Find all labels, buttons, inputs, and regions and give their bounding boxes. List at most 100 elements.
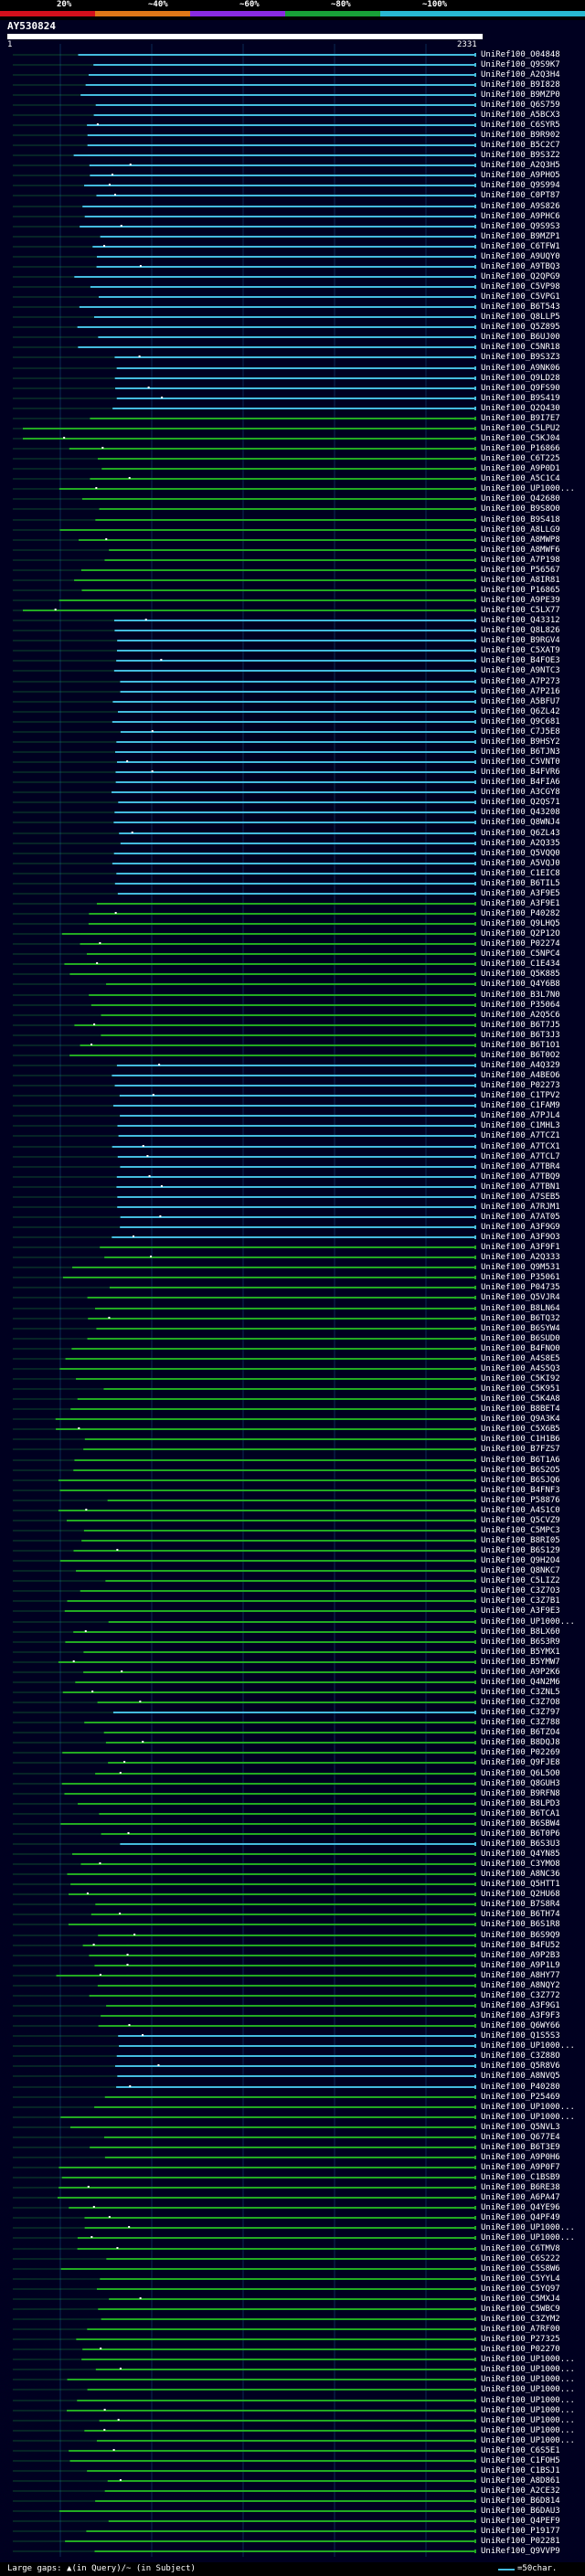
hit-bar[interactable] [87, 2389, 476, 2390]
hit-label[interactable]: UniRef100_A2CE32 [481, 2486, 560, 2496]
hit-bar[interactable] [94, 2550, 475, 2552]
hit-bar[interactable] [99, 296, 476, 298]
hit-label[interactable]: UniRef100_B6TIL5 [481, 879, 560, 888]
hit-label[interactable]: UniRef100_B9MZP1 [481, 232, 560, 241]
hit-bar[interactable] [69, 2207, 475, 2209]
hit-bar[interactable] [78, 1803, 475, 1805]
hit-label[interactable]: UniRef100_Q9VVP9 [481, 2547, 560, 2556]
hit-bar[interactable] [99, 508, 476, 510]
hit-label[interactable]: UniRef100_B5YMW7 [481, 1658, 560, 1667]
hit-label[interactable]: UniRef100_Q8NKC7 [481, 1566, 560, 1575]
hit-bar[interactable] [100, 2278, 475, 2280]
hit-bar[interactable] [56, 1428, 476, 1430]
hit-label[interactable]: UniRef100_A7TBN1 [481, 1182, 560, 1192]
hit-label[interactable]: UniRef100_Q5CVZ9 [481, 1516, 560, 1525]
hit-bar[interactable] [114, 377, 475, 379]
hit-label[interactable]: UniRef100_B8RI05 [481, 1536, 560, 1545]
hit-label[interactable]: UniRef100_Q8L826 [481, 626, 560, 635]
hit-bar[interactable] [86, 2530, 476, 2532]
hit-label[interactable]: UniRef100_A3F9E1 [481, 899, 560, 908]
hit-bar[interactable] [76, 1378, 475, 1380]
hit-bar[interactable] [108, 1762, 476, 1764]
hit-label[interactable]: UniRef100_UP1000... [481, 2385, 575, 2394]
hit-label[interactable]: UniRef100_B9S419 [481, 394, 560, 403]
hit-bar[interactable] [77, 1398, 475, 1400]
hit-bar[interactable] [113, 620, 475, 621]
hit-label[interactable]: UniRef100_UP1000... [481, 2436, 575, 2445]
hit-bar[interactable] [57, 2197, 476, 2199]
hit-label[interactable]: UniRef100_Q5HTT1 [481, 1880, 560, 1889]
hit-label[interactable]: UniRef100_C5NR18 [481, 343, 560, 352]
hit-bar[interactable] [109, 549, 475, 551]
hit-bar[interactable] [89, 994, 476, 996]
hit-bar[interactable] [64, 963, 475, 965]
hit-bar[interactable] [112, 1075, 475, 1076]
hit-label[interactable]: UniRef100_C5K951 [481, 1384, 560, 1394]
hit-label[interactable]: UniRef100_B9S418 [481, 515, 560, 525]
hit-bar[interactable] [61, 933, 475, 935]
hit-bar[interactable] [90, 1004, 476, 1006]
hit-bar[interactable] [119, 2045, 475, 2047]
hit-label[interactable]: UniRef100_B6S2O5 [481, 1466, 560, 1475]
hit-label[interactable]: UniRef100_A9P2K6 [481, 1668, 560, 1677]
hit-label[interactable]: UniRef100_A7TBR4 [481, 1162, 560, 1171]
hit-bar[interactable] [56, 1975, 476, 1977]
hit-label[interactable]: UniRef100_C5X6B5 [481, 1425, 560, 1434]
hit-label[interactable]: UniRef100_B6S3R9 [481, 1638, 560, 1647]
hit-label[interactable]: UniRef100_Q8LLP5 [481, 313, 560, 322]
hit-bar[interactable] [120, 1166, 475, 1168]
hit-label[interactable]: UniRef100_Q8GUH3 [481, 1779, 560, 1788]
hit-label[interactable]: UniRef100_B6DAU3 [481, 2507, 560, 2516]
hit-label[interactable]: UniRef100_Q5Z895 [481, 323, 560, 332]
hit-label[interactable]: UniRef100_B8LPD3 [481, 1799, 560, 1808]
hit-label[interactable]: UniRef100_UP1000... [481, 2396, 575, 2405]
hit-label[interactable]: UniRef100_Q43208 [481, 808, 560, 817]
hit-bar[interactable] [76, 1570, 475, 1572]
hit-label[interactable]: UniRef100_C3ZNL5 [481, 1688, 560, 1697]
hit-bar[interactable] [120, 681, 476, 683]
hit-bar[interactable] [114, 630, 475, 631]
hit-label[interactable]: UniRef100_A7P216 [481, 687, 560, 696]
hit-bar[interactable] [98, 2308, 475, 2310]
hit-label[interactable]: UniRef100_C5VP98 [481, 282, 560, 292]
hit-bar[interactable] [74, 1459, 475, 1461]
hit-label[interactable]: UniRef100_C3Z7O3 [481, 1586, 560, 1595]
hit-label[interactable]: UniRef100_B6UJ00 [481, 333, 560, 342]
hit-label[interactable]: UniRef100_UP1000... [481, 484, 575, 493]
hit-bar[interactable] [93, 316, 475, 318]
hit-bar[interactable] [89, 164, 475, 166]
hit-label[interactable]: UniRef100_Q6S759 [481, 101, 560, 110]
hit-label[interactable]: UniRef100_B6TCA1 [481, 1809, 560, 1818]
hit-bar[interactable] [89, 913, 475, 915]
hit-label[interactable]: UniRef100_B6T0P6 [481, 1829, 560, 1839]
hit-label[interactable]: UniRef100_Q9FS90 [481, 384, 560, 393]
hit-label[interactable]: UniRef100_A9PHC6 [481, 212, 560, 221]
hit-bar[interactable] [87, 2470, 476, 2472]
hit-label[interactable]: UniRef100_Q5R8V6 [481, 2062, 560, 2071]
hit-label[interactable]: UniRef100_B7FZS7 [481, 1445, 560, 1454]
hit-bar[interactable] [106, 2005, 475, 2007]
hit-bar[interactable] [114, 1085, 476, 1087]
hit-bar[interactable] [113, 853, 476, 854]
hit-label[interactable]: UniRef100_P02274 [481, 939, 560, 949]
hit-bar[interactable] [90, 478, 475, 480]
hit-label[interactable]: UniRef100_C1TPV2 [481, 1091, 560, 1100]
hit-bar[interactable] [87, 2328, 475, 2330]
hit-bar[interactable] [97, 458, 475, 460]
hit-bar[interactable] [67, 1600, 475, 1602]
hit-bar[interactable] [107, 2480, 475, 2482]
hit-label[interactable]: UniRef100_A8NC36 [481, 1870, 560, 1879]
hit-label[interactable]: UniRef100_C5MPC3 [481, 1526, 560, 1535]
hit-bar[interactable] [95, 1773, 475, 1775]
hit-bar[interactable] [65, 1641, 475, 1643]
hit-label[interactable]: UniRef100_B6S1R8 [481, 1920, 560, 1929]
hit-bar[interactable] [120, 1226, 475, 1228]
hit-label[interactable]: UniRef100_C6SYR5 [481, 121, 560, 130]
hit-bar[interactable] [83, 1530, 476, 1532]
hit-bar[interactable] [88, 923, 475, 925]
hit-bar[interactable] [117, 1196, 475, 1198]
hit-bar[interactable] [23, 428, 475, 429]
hit-bar[interactable] [112, 791, 475, 793]
hit-label[interactable]: UniRef100_P58876 [481, 1496, 560, 1505]
hit-bar[interactable] [81, 589, 475, 591]
